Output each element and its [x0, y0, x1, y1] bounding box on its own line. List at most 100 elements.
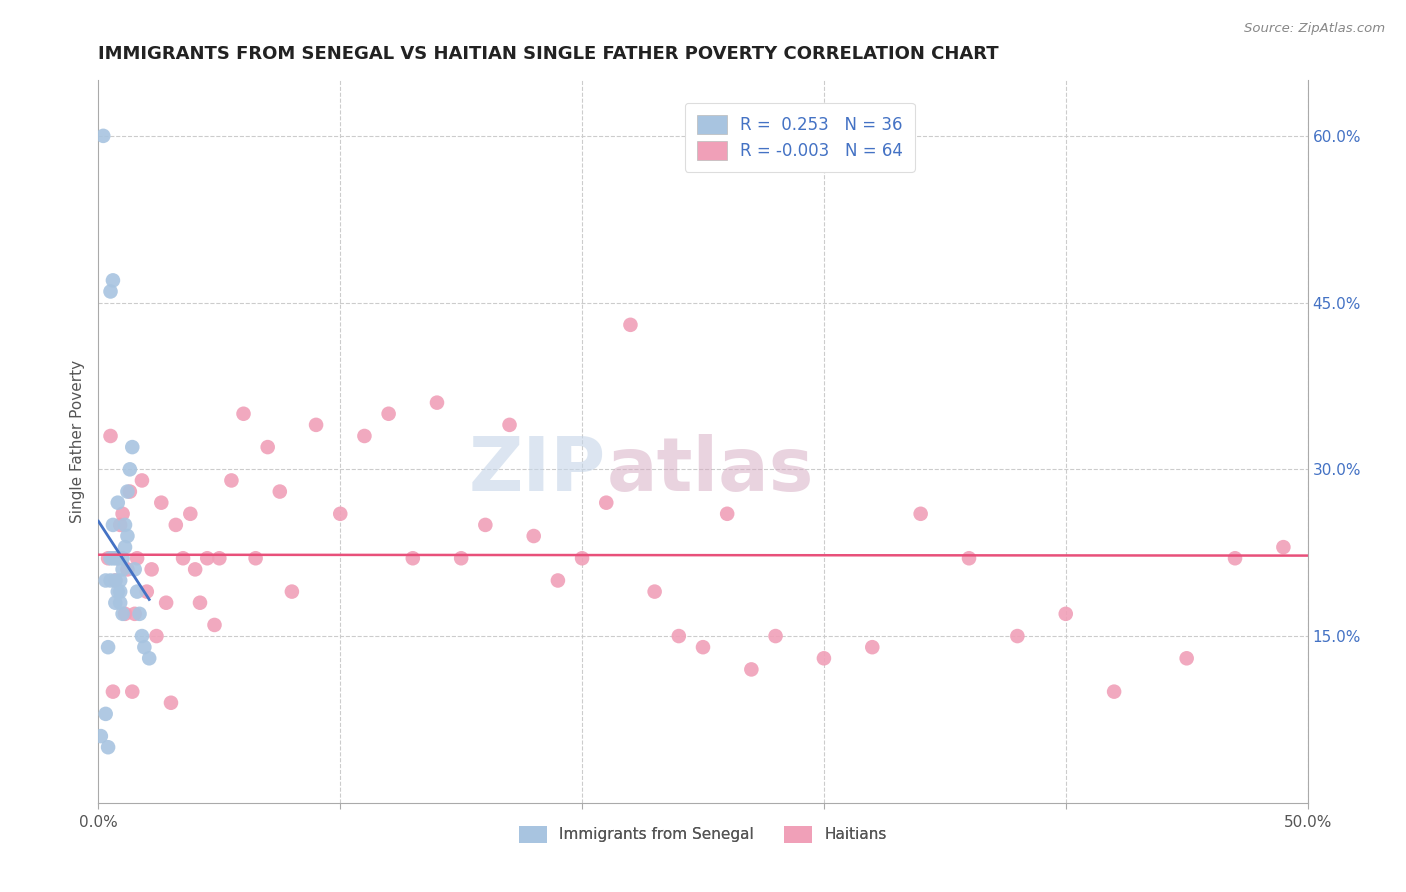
- Point: [305, 417, 328, 432]
- Point: [450, 551, 472, 566]
- Point: [104, 551, 127, 566]
- Point: [179, 507, 201, 521]
- Point: [108, 596, 131, 610]
- Point: [165, 517, 187, 532]
- Point: [547, 574, 569, 588]
- Point: [426, 395, 449, 409]
- Point: [101, 684, 124, 698]
- Point: [402, 551, 425, 566]
- Point: [104, 596, 127, 610]
- Point: [145, 629, 167, 643]
- Point: [155, 596, 177, 610]
- Point: [100, 551, 122, 566]
- Point: [571, 551, 593, 566]
- Point: [1272, 540, 1295, 554]
- Point: [1054, 607, 1077, 621]
- Point: [1007, 629, 1029, 643]
- Point: [1175, 651, 1198, 665]
- Point: [107, 584, 129, 599]
- Point: [118, 462, 141, 476]
- Point: [221, 474, 243, 488]
- Point: [860, 640, 883, 655]
- Point: [184, 562, 207, 576]
- Point: [353, 429, 375, 443]
- Point: [595, 496, 617, 510]
- Point: [195, 551, 218, 566]
- Point: [111, 562, 134, 576]
- Point: [107, 551, 129, 566]
- Point: [101, 551, 124, 566]
- Point: [208, 551, 231, 566]
- Point: [127, 584, 149, 599]
- Point: [114, 540, 136, 554]
- Point: [90, 729, 112, 743]
- Point: [716, 507, 738, 521]
- Point: [127, 551, 149, 566]
- Text: IMMIGRANTS FROM SENEGAL VS HAITIAN SINGLE FATHER POVERTY CORRELATION CHART: IMMIGRANTS FROM SENEGAL VS HAITIAN SINGL…: [98, 45, 1000, 63]
- Point: [269, 484, 291, 499]
- Point: [131, 474, 153, 488]
- Point: [134, 640, 156, 655]
- Point: [117, 484, 139, 499]
- Point: [111, 607, 134, 621]
- Point: [1102, 684, 1125, 698]
- Point: [118, 484, 141, 499]
- Point: [100, 285, 122, 299]
- Point: [111, 551, 134, 566]
- Point: [204, 618, 226, 632]
- Point: [160, 696, 183, 710]
- Point: [124, 562, 146, 576]
- Point: [150, 496, 173, 510]
- Text: atlas: atlas: [606, 434, 814, 507]
- Point: [101, 517, 124, 532]
- Point: [104, 574, 127, 588]
- Point: [114, 607, 136, 621]
- Point: [256, 440, 278, 454]
- Point: [329, 507, 352, 521]
- Y-axis label: Single Father Poverty: Single Father Poverty: [69, 360, 84, 523]
- Point: [97, 640, 120, 655]
- Point: [740, 662, 762, 676]
- Point: [474, 517, 496, 532]
- Point: [121, 684, 143, 698]
- Point: [107, 551, 129, 566]
- Point: [910, 507, 932, 521]
- Text: Source: ZipAtlas.com: Source: ZipAtlas.com: [1244, 22, 1385, 36]
- Point: [108, 584, 131, 599]
- Point: [100, 429, 122, 443]
- Text: ZIP: ZIP: [470, 434, 606, 507]
- Point: [172, 551, 194, 566]
- Point: [117, 529, 139, 543]
- Point: [377, 407, 399, 421]
- Point: [114, 517, 136, 532]
- Point: [94, 574, 117, 588]
- Point: [232, 407, 254, 421]
- Point: [498, 417, 520, 432]
- Point: [131, 629, 153, 643]
- Point: [135, 584, 157, 599]
- Point: [692, 640, 714, 655]
- Point: [281, 584, 304, 599]
- Point: [97, 551, 120, 566]
- Point: [100, 574, 122, 588]
- Point: [124, 607, 146, 621]
- Point: [523, 529, 546, 543]
- Point: [245, 551, 267, 566]
- Point: [957, 551, 980, 566]
- Point: [765, 629, 787, 643]
- Point: [813, 651, 835, 665]
- Point: [101, 273, 124, 287]
- Point: [91, 128, 114, 143]
- Point: [111, 507, 134, 521]
- Point: [644, 584, 666, 599]
- Point: [141, 562, 163, 576]
- Point: [128, 607, 150, 621]
- Point: [108, 517, 131, 532]
- Point: [117, 562, 139, 576]
- Point: [108, 574, 131, 588]
- Legend: Immigrants from Senegal, Haitians: Immigrants from Senegal, Haitians: [513, 820, 893, 849]
- Point: [104, 574, 127, 588]
- Point: [188, 596, 211, 610]
- Point: [619, 318, 641, 332]
- Point: [107, 496, 129, 510]
